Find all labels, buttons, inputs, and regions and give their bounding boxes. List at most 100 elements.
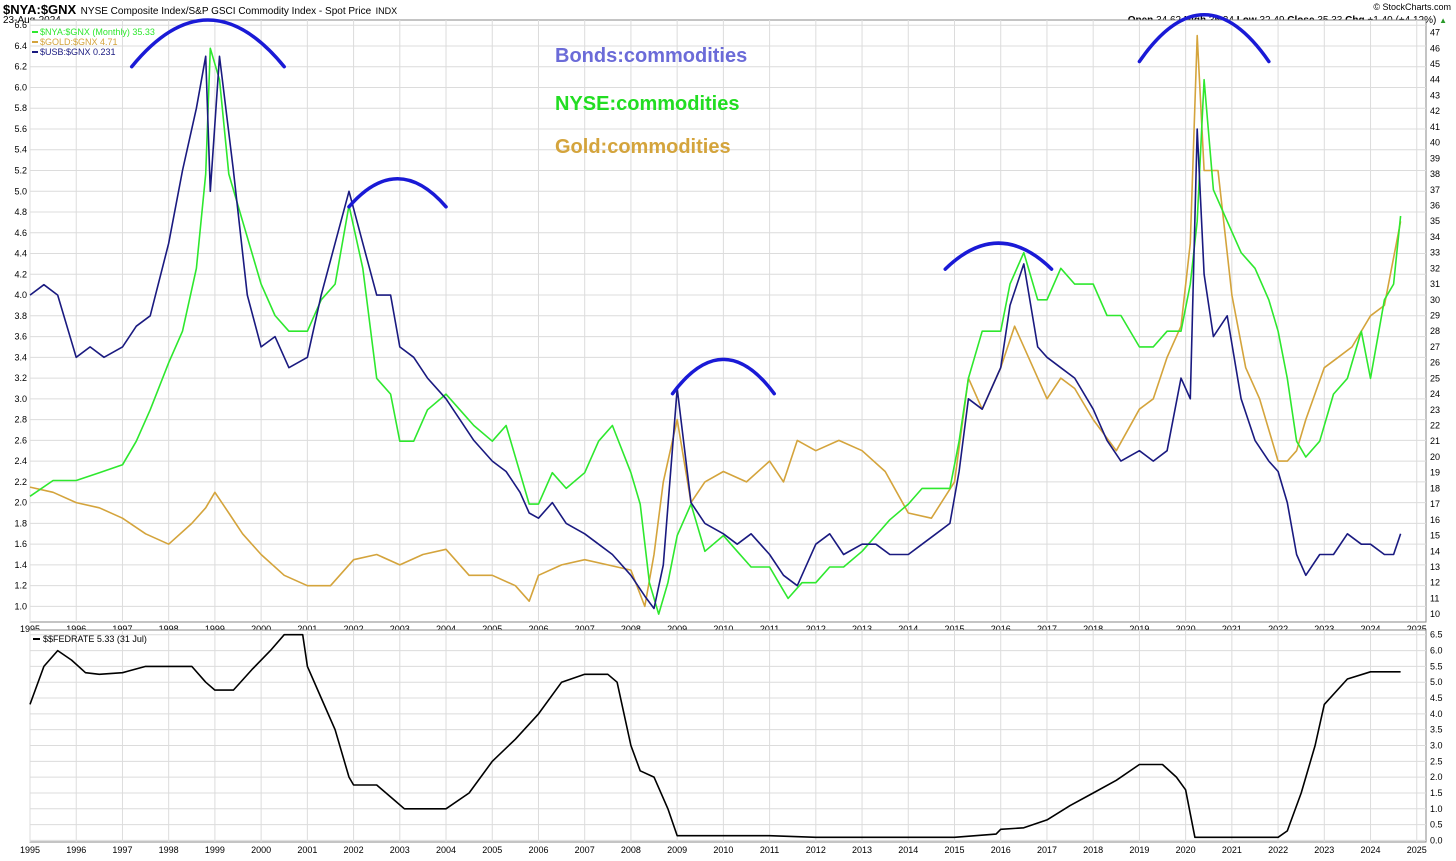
x-tick-label: 2001 bbox=[297, 845, 317, 855]
x-tick-label: 1998 bbox=[159, 624, 179, 634]
right-tick-label: 13 bbox=[1430, 562, 1440, 572]
x-tick-label: 1995 bbox=[20, 845, 40, 855]
right-tick-label: 21 bbox=[1430, 436, 1440, 446]
x-tick-label: 2024 bbox=[1361, 845, 1381, 855]
nyse-commodities-line bbox=[29, 47, 1402, 615]
legend-fedrate: $$FEDRATE 5.33 (31 Jul) bbox=[43, 634, 147, 644]
left-tick-label: 1.0 bbox=[14, 601, 27, 611]
right-tick-label: 3.0 bbox=[1430, 740, 1443, 750]
x-tick-label: 2015 bbox=[944, 624, 964, 634]
x-tick-label: 2019 bbox=[1129, 845, 1149, 855]
left-tick-label: 3.4 bbox=[14, 352, 27, 362]
x-tick-label: 2013 bbox=[852, 845, 872, 855]
right-tick-label: 36 bbox=[1430, 200, 1440, 210]
gold-commodities-line bbox=[29, 34, 1402, 608]
x-tick-label: 2021 bbox=[1222, 845, 1242, 855]
x-tick-label: 2005 bbox=[482, 624, 502, 634]
x-tick-label: 2021 bbox=[1222, 624, 1242, 634]
x-tick-label: 2016 bbox=[991, 845, 1011, 855]
exchange-label: INDX bbox=[375, 6, 398, 16]
bonds-commodities-line bbox=[29, 55, 1402, 610]
right-tick-label: 33 bbox=[1430, 248, 1440, 258]
right-tick-label: 27 bbox=[1430, 342, 1440, 352]
x-tick-label: 2002 bbox=[344, 845, 364, 855]
right-tick-label: 19 bbox=[1430, 468, 1440, 478]
left-tick-label: 2.8 bbox=[14, 415, 27, 425]
left-tick-label: 2.6 bbox=[14, 435, 27, 445]
left-tick-label: 3.0 bbox=[14, 394, 27, 404]
legend-usb: $USB:$GNX 0.231 bbox=[40, 47, 116, 57]
peak-arc bbox=[129, 18, 286, 69]
left-tick-label: 5.6 bbox=[14, 124, 27, 134]
left-tick-label: 2.0 bbox=[14, 498, 27, 508]
right-tick-label: 4.0 bbox=[1430, 709, 1443, 719]
copyright: © StockCharts.com bbox=[1373, 2, 1451, 12]
left-tick-label: 5.8 bbox=[14, 103, 27, 113]
right-tick-label: 35 bbox=[1430, 216, 1440, 226]
right-tick-label: 15 bbox=[1430, 531, 1440, 541]
left-tick-label: 6.2 bbox=[14, 62, 27, 72]
right-tick-label: 26 bbox=[1430, 358, 1440, 368]
left-tick-label: 4.6 bbox=[14, 228, 27, 238]
peak-arc bbox=[347, 177, 448, 209]
annotation-layer: Bonds:commodities NYSE:commodities Gold:… bbox=[555, 45, 747, 158]
x-tick-label: 2018 bbox=[1083, 845, 1103, 855]
x-tick-label: 2020 bbox=[1176, 845, 1196, 855]
left-tick-label: 1.2 bbox=[14, 581, 27, 591]
right-tick-label: 32 bbox=[1430, 263, 1440, 273]
fedrate-line bbox=[29, 633, 1401, 839]
x-tick-label: 2009 bbox=[667, 624, 687, 634]
x-tick-label: 2000 bbox=[251, 845, 271, 855]
x-tick-label: 2011 bbox=[760, 624, 779, 634]
x-tick-label: 2010 bbox=[713, 624, 733, 634]
legend-nya: $NYA:$GNX (Monthly) 35.33 bbox=[40, 27, 155, 37]
x-tick-label: 2020 bbox=[1176, 624, 1196, 634]
x-tick-label: 2012 bbox=[806, 624, 826, 634]
right-tick-label: 16 bbox=[1430, 515, 1440, 525]
x-tick-label: 2016 bbox=[991, 624, 1011, 634]
x-tick-label: 2007 bbox=[575, 624, 595, 634]
right-tick-label: 39 bbox=[1430, 153, 1440, 163]
right-tick-label: 25 bbox=[1430, 373, 1440, 383]
bonds-label: Bonds:commodities bbox=[555, 45, 747, 67]
left-tick-label: 4.4 bbox=[14, 249, 27, 259]
right-tick-label: 34 bbox=[1430, 232, 1440, 242]
fedrate-panel: 1995 1996 1997 1998 1999 2000 2001 2002 2003 2004… bbox=[20, 629, 1443, 855]
peak-arc bbox=[1137, 13, 1271, 64]
right-tick-label: 41 bbox=[1430, 122, 1440, 132]
x-tick-label: 2004 bbox=[436, 845, 456, 855]
right-tick-label: 44 bbox=[1430, 75, 1440, 85]
right-tick-label: 29 bbox=[1430, 310, 1440, 320]
right-tick-label: 24 bbox=[1430, 389, 1440, 399]
left-tick-label: 4.2 bbox=[14, 269, 27, 279]
x-tick-label: 2012 bbox=[806, 845, 826, 855]
x-tick-label: 1998 bbox=[159, 845, 179, 855]
x-tick-label: 2022 bbox=[1268, 624, 1288, 634]
left-tick-label: 1.8 bbox=[14, 518, 27, 528]
symbol-title: $NYA:$GNX bbox=[3, 2, 77, 17]
right-tick-label: 42 bbox=[1430, 106, 1440, 116]
right-tick-label: 18 bbox=[1430, 483, 1440, 493]
x-tick-label: 2025 bbox=[1407, 624, 1427, 634]
symbol-description: NYSE Composite Index/S&P GSCI Commodity … bbox=[80, 6, 372, 17]
right-tick-label: 6.0 bbox=[1430, 646, 1443, 656]
right-tick-label: 43 bbox=[1430, 90, 1440, 100]
right-tick-label: 40 bbox=[1430, 138, 1440, 148]
x-tick-label: 1997 bbox=[112, 845, 132, 855]
right-tick-label: 14 bbox=[1430, 546, 1440, 556]
x-tick-label: 2013 bbox=[852, 624, 872, 634]
x-tick-label: 2024 bbox=[1361, 624, 1381, 634]
x-tick-label: 2025 bbox=[1407, 845, 1427, 855]
left-tick-label: 6.6 bbox=[14, 20, 27, 30]
x-tick-label: 2017 bbox=[1037, 845, 1057, 855]
right-tick-label: 2.5 bbox=[1430, 756, 1443, 766]
right-tick-label: 0.0 bbox=[1430, 835, 1443, 845]
right-tick-label: 28 bbox=[1430, 326, 1440, 336]
x-tick-label: 2014 bbox=[898, 845, 918, 855]
x-tick-label: 2009 bbox=[667, 845, 687, 855]
x-tick-label: 2002 bbox=[344, 624, 364, 634]
left-tick-label: 3.6 bbox=[14, 332, 27, 342]
nyse-label: NYSE:commodities bbox=[555, 93, 739, 115]
x-tick-label: 2023 bbox=[1314, 624, 1334, 634]
